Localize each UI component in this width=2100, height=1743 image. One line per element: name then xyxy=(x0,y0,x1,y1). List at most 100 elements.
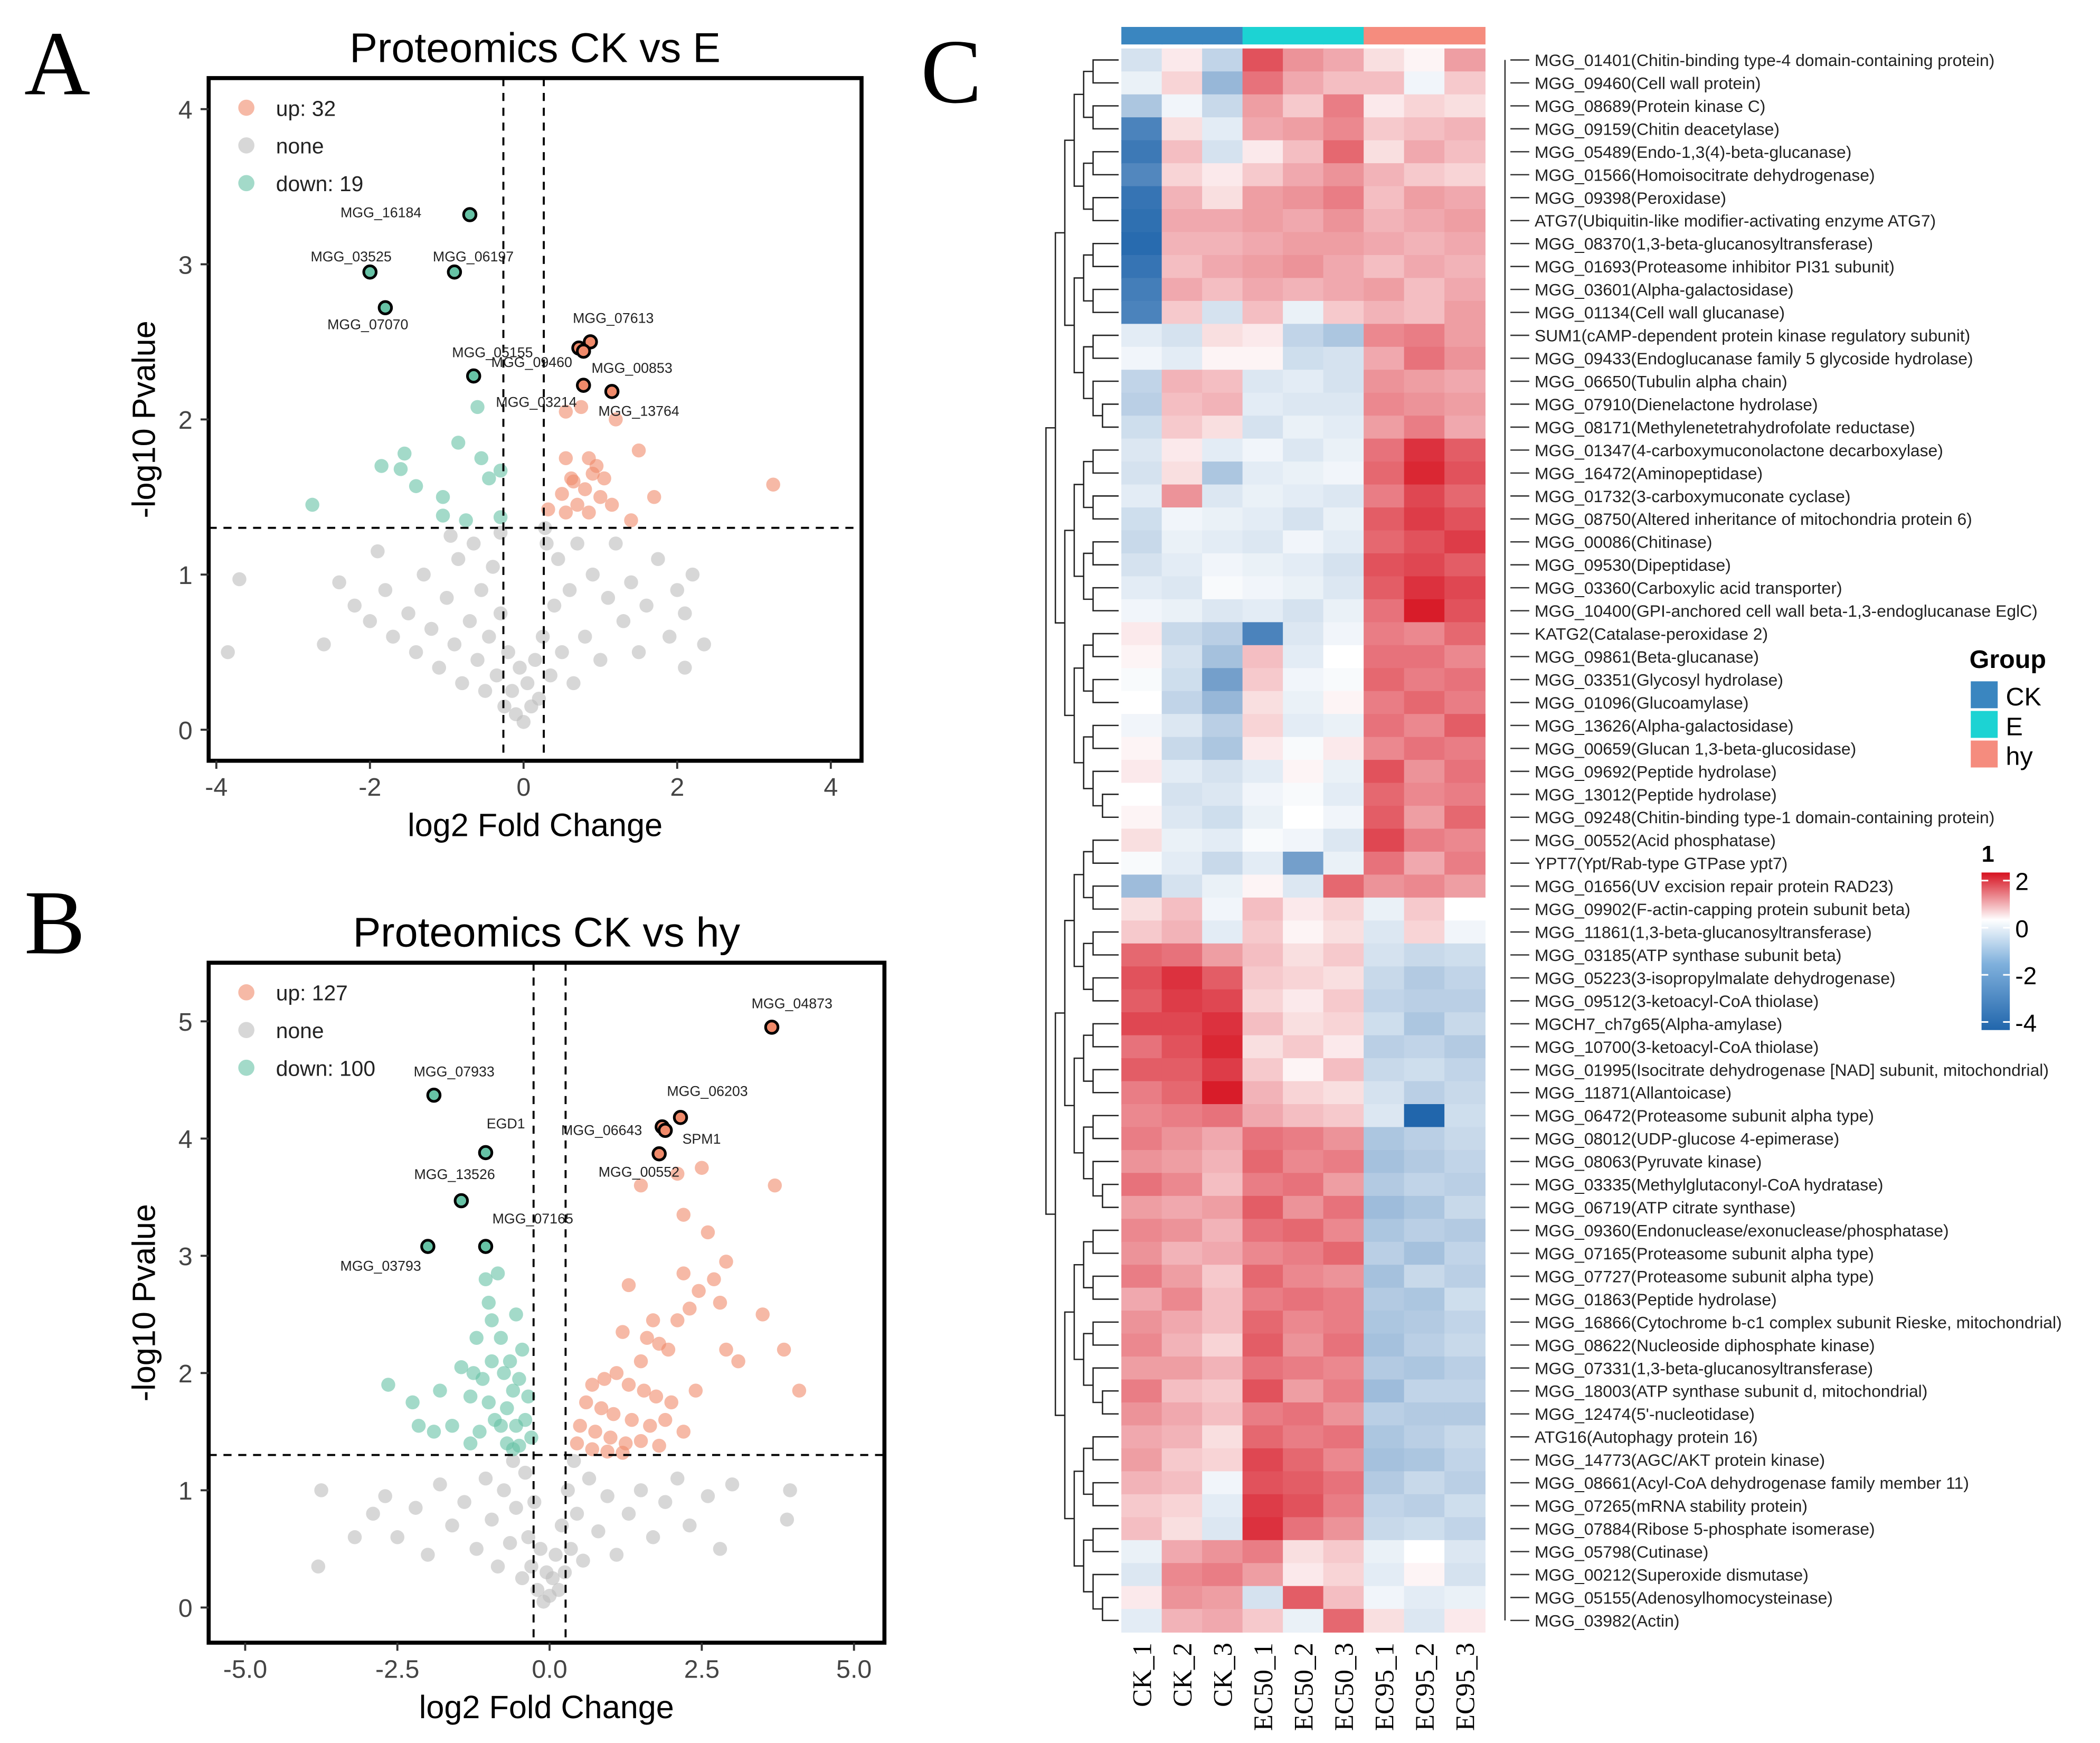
heatmap-cell xyxy=(1242,324,1284,348)
labeled-point xyxy=(362,264,378,280)
row-label: MGG_09433(Endoglucanase family 5 glycosi… xyxy=(1535,349,1973,368)
heatmap-cell xyxy=(1121,1035,1162,1059)
legend-marker-none xyxy=(238,137,254,154)
colorbar-tick-label: 0 xyxy=(2015,915,2029,943)
heatmap-cell xyxy=(1121,920,1162,945)
heatmap-cell xyxy=(1364,1494,1405,1518)
row-label: MGG_07910(Dienelactone hydrolase) xyxy=(1535,395,1818,414)
group-bar-E xyxy=(1283,27,1324,45)
heatmap-cell xyxy=(1364,209,1405,233)
heatmap-cell xyxy=(1202,1173,1243,1197)
heatmap-cell xyxy=(1364,1012,1405,1036)
heatmap-cell xyxy=(1283,1517,1324,1541)
row-dendrogram-branch xyxy=(1092,1275,1119,1300)
heatmap-cell xyxy=(1161,599,1203,623)
heatmap-cell xyxy=(1121,828,1162,853)
heatmap-cell xyxy=(1364,760,1405,784)
heatmap-cell xyxy=(1202,1356,1243,1380)
heatmap-cell xyxy=(1404,737,1445,761)
point-up xyxy=(609,412,623,427)
volcano-plot-ck-vs-hy: Proteomics CK vs hy MGG_04873 MGG_07933 MGG… xyxy=(126,909,887,1725)
row-dendrogram-branch xyxy=(1092,770,1119,807)
point-down xyxy=(472,1425,487,1439)
point-none xyxy=(552,1582,566,1597)
point-down xyxy=(405,1395,420,1410)
row-label: MGG_08622(Nucleoside diphosphate kinase) xyxy=(1535,1336,1875,1355)
point-none xyxy=(678,661,692,675)
row-label: KATG2(Catalase-peroxidase 2) xyxy=(1535,625,1768,644)
labeled-point xyxy=(420,1239,436,1254)
heatmap-cell xyxy=(1323,806,1365,830)
group-legend-title: Group xyxy=(1970,645,2046,674)
point-label: EGD1 xyxy=(487,1116,525,1132)
point-none xyxy=(433,1477,447,1492)
x-axis-label: log2 Fold Change xyxy=(408,807,663,843)
heatmap-cell xyxy=(1283,1287,1324,1312)
point-none xyxy=(390,1530,405,1544)
heatmap-cell xyxy=(1404,1241,1445,1266)
heatmap-cell xyxy=(1364,1517,1405,1541)
point-none xyxy=(545,1571,560,1586)
heatmap-cell xyxy=(1323,255,1365,279)
column-label: CK_2 xyxy=(1168,1643,1198,1707)
heatmap-cell xyxy=(1121,1081,1162,1105)
heatmap-cell xyxy=(1364,1448,1405,1472)
row-dendrogram-branch xyxy=(1092,541,1119,566)
heatmap-cell xyxy=(1202,1104,1243,1128)
heatmap-cell xyxy=(1404,94,1445,118)
heatmap-cell xyxy=(1364,1219,1405,1243)
heatmap-cell xyxy=(1161,989,1203,1013)
heatmap-cell xyxy=(1404,117,1445,141)
heatmap-cell xyxy=(1323,783,1365,807)
heatmap-cell xyxy=(1404,622,1445,646)
heatmap-cell xyxy=(1121,1195,1162,1220)
heatmap-cell xyxy=(1444,760,1486,784)
point-none xyxy=(470,653,485,667)
panel-letter-b: B xyxy=(24,871,86,973)
heatmap-cell xyxy=(1202,989,1243,1013)
heatmap-cell xyxy=(1404,209,1445,233)
volcano-plot-ck-vs-e: Proteomics CK vs E MGG_16184 MGG_03525 MGG_… xyxy=(126,24,864,843)
point-up xyxy=(604,497,619,512)
heatmap-cell xyxy=(1283,737,1324,761)
labeled-point xyxy=(462,207,478,222)
panel-letter-a: A xyxy=(24,13,90,115)
heatmap-cell xyxy=(1444,392,1486,417)
heatmap-cell xyxy=(1161,1333,1203,1358)
heatmap-cell xyxy=(1364,943,1405,967)
heatmap-cell xyxy=(1283,1241,1324,1266)
heatmap-cell xyxy=(1202,851,1243,875)
heatmap-cell xyxy=(1404,920,1445,945)
colorbar xyxy=(1981,872,2010,1030)
heatmap-cell xyxy=(1444,1540,1486,1564)
heatmap-cell xyxy=(1364,1287,1405,1312)
heatmap-cell xyxy=(1283,416,1324,439)
point-down xyxy=(506,1383,521,1398)
labeled-point xyxy=(604,384,620,399)
row-label: MGG_18003(ATP synthase subunit d, mitoch… xyxy=(1535,1382,1927,1401)
heatmap-cell xyxy=(1121,255,1162,279)
panel-letter-c: C xyxy=(921,21,982,123)
heatmap-cell xyxy=(1161,1012,1203,1036)
heatmap-cell xyxy=(1283,232,1324,256)
row-dendrogram-branch xyxy=(1092,1482,1119,1506)
heatmap-cell xyxy=(1242,622,1284,646)
point-none xyxy=(551,552,565,567)
heatmap-cell xyxy=(1242,1081,1284,1105)
point-label: MGG_09460 xyxy=(491,354,572,370)
row-label: MGG_07331(1,3-beta-glucanosyltransferase… xyxy=(1535,1359,1873,1378)
heatmap-cell xyxy=(1283,1265,1324,1288)
heatmap-cell xyxy=(1161,1402,1203,1426)
colorbar-title: 1 xyxy=(1982,842,1994,867)
point-down xyxy=(436,489,450,504)
row-label: MGG_16472(Aminopeptidase) xyxy=(1535,464,1763,483)
point-none xyxy=(501,645,515,659)
heatmap-cell xyxy=(1242,783,1284,807)
heatmap-cell xyxy=(1323,1127,1365,1151)
point-up xyxy=(640,1331,654,1345)
point-down xyxy=(454,1360,469,1374)
heatmap-cell xyxy=(1444,897,1486,921)
heatmap-cell xyxy=(1202,920,1243,945)
heatmap-cell xyxy=(1323,1035,1365,1059)
point-none xyxy=(378,583,393,597)
